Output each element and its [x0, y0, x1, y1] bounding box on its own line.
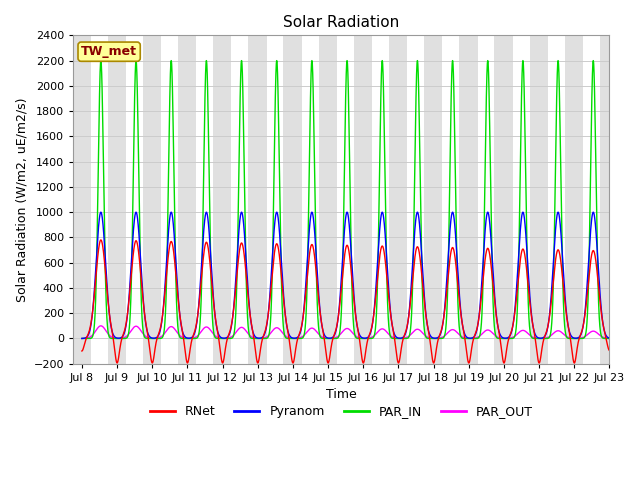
PAR_OUT: [78, 336, 86, 341]
Title: Solar Radiation: Solar Radiation: [283, 15, 399, 30]
Bar: [389, 36, 407, 364]
PAR_IN: [565, 336, 573, 341]
Bar: [635, 36, 640, 364]
Bar: [460, 36, 477, 364]
PAR_OUT: [418, 329, 426, 335]
Pyranom: [418, 253, 426, 259]
RNet: [352, 316, 360, 322]
Pyranom: [565, 328, 573, 334]
RNet: [605, 348, 613, 353]
Bar: [354, 36, 372, 364]
PAR_IN: [352, 335, 360, 340]
Line: Pyranom: Pyranom: [82, 212, 609, 338]
Bar: [213, 36, 231, 364]
PAR_OUT: [605, 336, 613, 341]
Bar: [424, 36, 442, 364]
Text: TW_met: TW_met: [81, 45, 137, 58]
Pyranom: [78, 336, 86, 341]
Line: PAR_OUT: PAR_OUT: [82, 326, 609, 338]
X-axis label: Time: Time: [326, 388, 356, 401]
Bar: [284, 36, 301, 364]
RNet: [79, 347, 87, 352]
Bar: [600, 36, 618, 364]
Bar: [529, 36, 548, 364]
PAR_IN: [78, 336, 86, 341]
Bar: [72, 36, 91, 364]
PAR_IN: [418, 263, 426, 268]
PAR_IN: [97, 58, 105, 63]
Y-axis label: Solar Radiation (W/m2, uE/m2/s): Solar Radiation (W/m2, uE/m2/s): [15, 97, 28, 302]
Bar: [108, 36, 126, 364]
Line: RNet: RNet: [82, 240, 609, 363]
RNet: [570, 360, 578, 366]
Pyranom: [465, 335, 472, 341]
Bar: [564, 36, 583, 364]
Pyranom: [352, 315, 360, 321]
RNet: [565, 329, 573, 335]
Bar: [143, 36, 161, 364]
PAR_OUT: [352, 334, 360, 339]
Pyranom: [79, 336, 87, 341]
PAR_OUT: [565, 335, 573, 341]
Bar: [319, 36, 337, 364]
PAR_IN: [465, 336, 472, 341]
Bar: [178, 36, 196, 364]
PAR_OUT: [97, 323, 105, 329]
Line: PAR_IN: PAR_IN: [82, 60, 609, 338]
RNet: [418, 271, 426, 277]
Legend: RNet, Pyranom, PAR_IN, PAR_OUT: RNet, Pyranom, PAR_IN, PAR_OUT: [145, 400, 538, 423]
Pyranom: [132, 209, 140, 215]
Pyranom: [252, 334, 259, 340]
RNet: [252, 348, 259, 353]
RNet: [97, 237, 105, 243]
PAR_IN: [252, 336, 259, 341]
RNet: [465, 360, 472, 365]
RNet: [78, 348, 86, 354]
PAR_OUT: [252, 336, 259, 341]
Bar: [495, 36, 513, 364]
PAR_OUT: [465, 336, 472, 341]
PAR_IN: [605, 336, 613, 341]
Bar: [248, 36, 266, 364]
PAR_IN: [79, 336, 87, 341]
Pyranom: [605, 335, 613, 341]
PAR_OUT: [79, 336, 87, 341]
